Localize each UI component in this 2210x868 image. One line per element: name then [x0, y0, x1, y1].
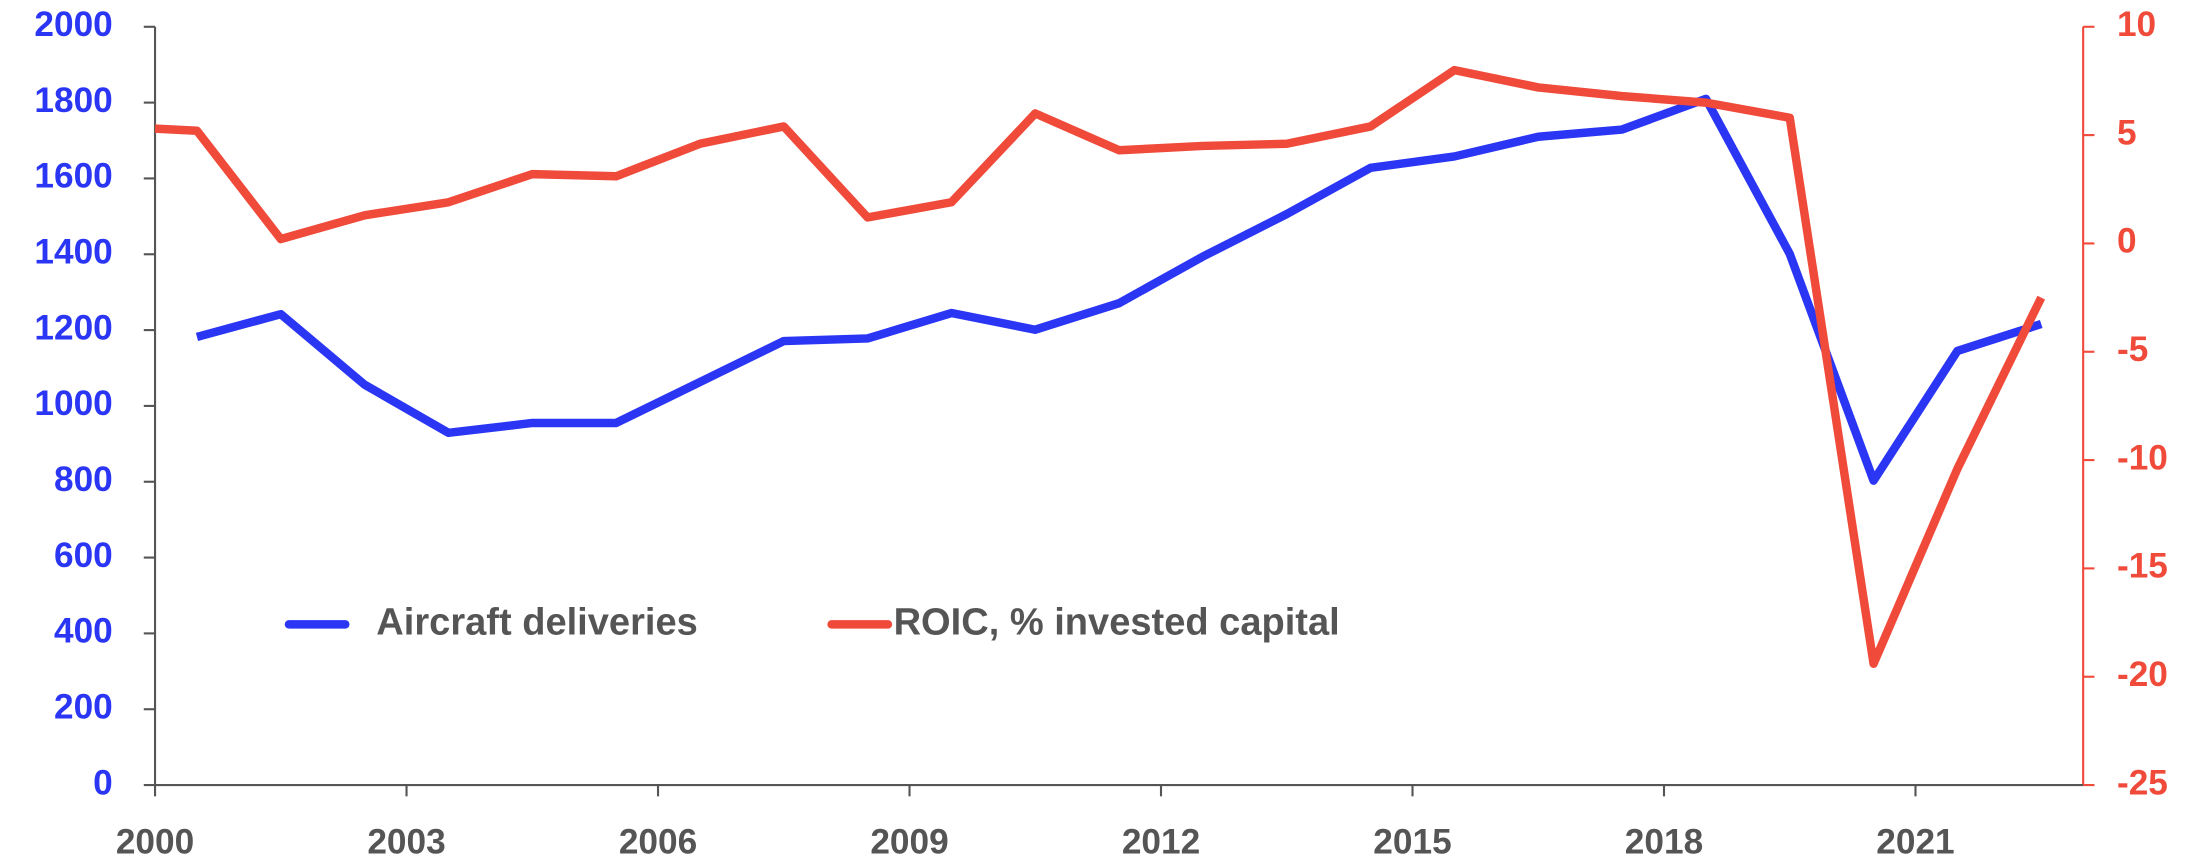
- y-tick-label: 1400: [34, 233, 112, 272]
- x-tick-label: 2000: [116, 823, 194, 862]
- y-tick-label: 1600: [34, 157, 112, 196]
- series-line: [195, 94, 2043, 485]
- series-line: [154, 65, 2046, 668]
- x-tick-label: 2018: [1625, 823, 1703, 862]
- y-tick-label: 1800: [34, 81, 112, 120]
- y2-tick-label: -25: [2117, 763, 2168, 802]
- y-tick-label: 600: [54, 536, 113, 575]
- x-tick-label: 2012: [1122, 823, 1200, 862]
- y2-tick-label: 10: [2117, 5, 2156, 44]
- x-tick-label: 2003: [367, 823, 445, 862]
- y2-tick-label: -15: [2117, 547, 2168, 586]
- legend-label: Aircraft deliveries: [376, 601, 697, 643]
- legend-label: ROIC, % invested capital: [894, 601, 1340, 643]
- y2-tick-label: 0: [2117, 222, 2137, 261]
- x-tick-label: 2015: [1373, 823, 1451, 862]
- y2-tick-label: -5: [2117, 330, 2148, 369]
- x-tick-label: 2021: [1876, 823, 1954, 862]
- y-tick-label: 200: [54, 688, 113, 727]
- y-tick-label: 0: [93, 763, 113, 802]
- y2-tick-label: -20: [2117, 655, 2168, 694]
- y-tick-label: 2000: [34, 5, 112, 44]
- y-tick-label: 1000: [34, 384, 112, 423]
- y2-tick-label: -10: [2117, 438, 2168, 477]
- y2-tick-label: 5: [2117, 113, 2137, 152]
- x-tick-label: 2006: [619, 823, 697, 862]
- y-tick-label: 400: [54, 612, 113, 651]
- y-tick-label: 800: [54, 460, 113, 499]
- y-tick-label: 1200: [34, 308, 112, 347]
- x-tick-label: 2009: [870, 823, 948, 862]
